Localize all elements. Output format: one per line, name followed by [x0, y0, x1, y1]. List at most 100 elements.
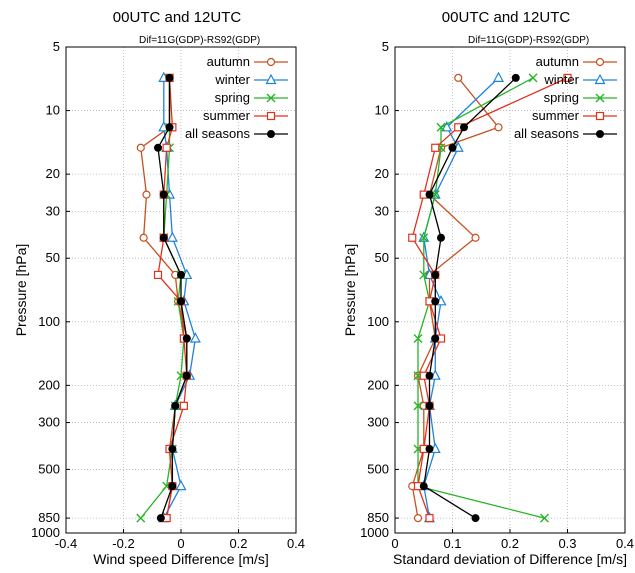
data-point [153, 270, 163, 280]
data-point [419, 270, 429, 280]
data-point [431, 297, 440, 306]
x-tick-label: 0.1 [443, 536, 461, 551]
data-point [182, 371, 191, 380]
data-point [136, 143, 145, 152]
data-point [266, 93, 276, 103]
data-point [540, 513, 549, 523]
data-point [437, 233, 445, 242]
data-point [156, 514, 165, 523]
y-tick-label: 30 [375, 203, 389, 218]
data-point [595, 93, 605, 103]
data-point [419, 233, 429, 243]
y-tick-label: 850 [38, 510, 60, 525]
data-point [425, 401, 434, 410]
y-tick-label: 300 [38, 415, 60, 430]
data-point [511, 73, 520, 82]
y-tick-label: 10 [46, 103, 60, 118]
x-tick-label: -0.2 [112, 536, 134, 551]
x-tick-label: 0.4 [287, 536, 305, 551]
x-axis-label: Standard deviation of Difference [m/s] [393, 551, 627, 567]
legend-label: autumn [207, 54, 250, 69]
x-tick-label: 0 [177, 536, 184, 551]
data-point [528, 73, 538, 83]
x-axis-label: Wind speed Difference [m/s] [93, 551, 269, 567]
legend-label: autumn [536, 54, 579, 69]
data-point [182, 334, 191, 343]
data-point [136, 513, 146, 523]
data-point [493, 71, 504, 82]
y-tick-label: 500 [367, 461, 389, 476]
data-point [441, 121, 453, 132]
x-tick-label: -0.4 [55, 536, 77, 551]
data-point [596, 130, 604, 138]
data-point [168, 482, 177, 491]
legend-label: spring [215, 90, 250, 105]
data-point [425, 513, 434, 523]
data-point [431, 270, 440, 279]
series-all-seasons [154, 73, 191, 523]
chart-subtitle: Dif=11G(GDP)-RS92(GDP) [139, 35, 260, 46]
data-point [177, 297, 185, 306]
data-point [471, 514, 480, 523]
legend-label: winter [214, 72, 250, 87]
data-point [594, 73, 606, 85]
data-point [413, 334, 423, 344]
data-point [431, 334, 440, 343]
x-tick-label: 0.2 [501, 536, 519, 551]
data-point [267, 130, 275, 138]
y-tick-label: 50 [46, 250, 60, 265]
data-point [425, 371, 434, 380]
data-point [142, 190, 151, 199]
data-point [595, 111, 605, 121]
legend-label: spring [544, 90, 579, 105]
y-tick-label: 200 [38, 377, 60, 392]
x-tick-label: 0.4 [616, 536, 634, 551]
data-point [419, 482, 428, 491]
data-point [460, 123, 468, 132]
data-point [436, 122, 446, 132]
y-tick-label: 500 [38, 461, 60, 476]
y-tick-label: 30 [46, 203, 60, 218]
y-tick-label: 20 [46, 166, 60, 181]
data-point [159, 233, 168, 242]
chart-title: 00UTC and 12UTC [113, 9, 242, 26]
chart-title: 00UTC and 12UTC [442, 9, 571, 26]
legend-label: winter [543, 72, 579, 87]
data-point [563, 73, 572, 82]
legend: autumn winter spring summer all seasons [185, 54, 288, 141]
data-point [159, 190, 168, 199]
chart-subtitle: Dif=11G(GDP)-RS92(GDP) [468, 35, 589, 46]
x-tick-label: 0.3 [558, 536, 576, 551]
y-tick-label: 20 [375, 166, 389, 181]
data-point [471, 233, 480, 242]
y-tick-label: 100 [367, 314, 389, 329]
x-tick-label: 0 [391, 536, 398, 551]
data-point [189, 332, 201, 343]
data-point [175, 479, 187, 491]
data-point [179, 401, 188, 410]
data-point [162, 143, 171, 152]
y-tick-label: 300 [367, 415, 389, 430]
data-point [265, 73, 277, 85]
data-point [408, 233, 417, 242]
legend-label: summer [203, 108, 251, 123]
data-point [431, 143, 440, 152]
data-point [168, 444, 177, 453]
data-point [448, 143, 457, 152]
data-point [171, 401, 180, 410]
y-tick-label: 200 [367, 377, 389, 392]
legend: autumn winter spring summer all seasons [514, 54, 617, 141]
y-tick-label: 850 [367, 510, 389, 525]
data-point [165, 73, 174, 82]
data-point [266, 57, 276, 67]
data-point [454, 73, 463, 82]
data-point [595, 57, 605, 67]
y-tick-label: 5 [53, 39, 60, 54]
y-tick-label: 5 [382, 39, 389, 54]
data-point [413, 513, 423, 523]
data-point [154, 143, 162, 152]
legend-label: all seasons [185, 126, 251, 141]
